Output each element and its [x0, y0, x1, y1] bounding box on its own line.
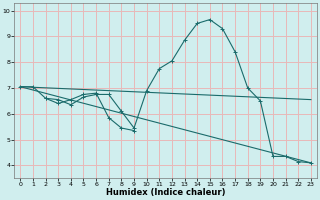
X-axis label: Humidex (Indice chaleur): Humidex (Indice chaleur): [106, 188, 225, 197]
